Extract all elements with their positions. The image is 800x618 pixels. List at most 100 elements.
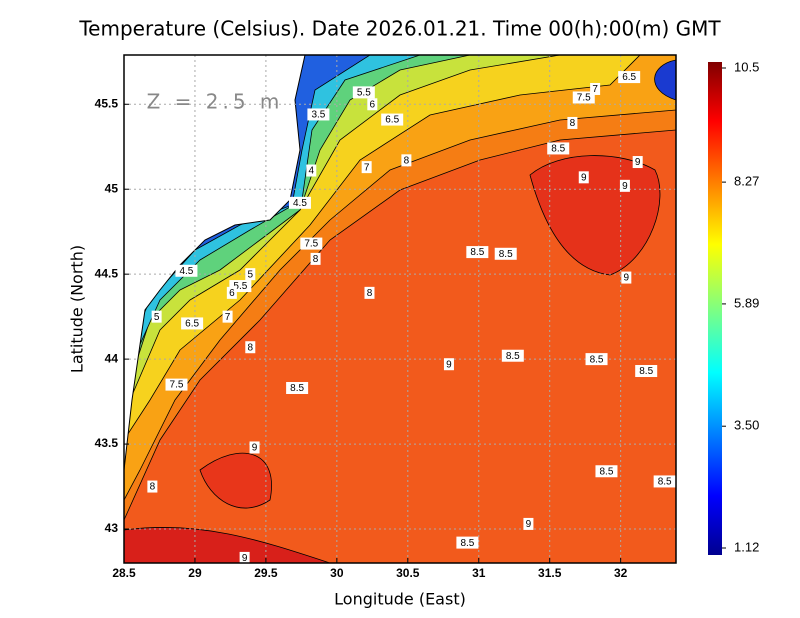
contour-label-box [501,349,524,362]
contour-label: 7.5 [170,380,184,391]
contour-label: 9 [622,181,628,192]
contour-label-box [401,154,412,167]
contour-label: 7 [364,162,370,173]
contour-label: 9 [446,359,452,370]
contour-label-box [151,310,162,323]
contour-label-box [147,480,158,493]
contour-label: 8 [248,342,254,353]
contour-label-box [352,86,375,99]
contour-label: 5 [154,312,160,323]
y-tick-label: 43.5 [95,436,119,450]
contour-label-box [590,82,601,95]
colorbar-label: 10.5 [734,59,759,74]
contour-label-box [635,365,658,378]
contour-label: 5.5 [233,281,247,292]
contour-label-box [249,441,260,454]
contour-label: 8.5 [290,383,304,394]
contour-label-box [595,465,618,478]
contour-label: 6.5 [622,72,636,83]
contour-label-box [632,156,643,169]
x-tick-label: 29 [188,566,202,580]
x-tick-label: 31.5 [538,566,562,580]
contour-label-box [466,246,489,259]
depth-annotation: Z = 2.5 m [147,90,284,114]
contour-label: 4.5 [179,266,193,277]
contour-label: 9 [252,443,258,454]
contour-label-box [572,91,595,104]
contour-label: 7 [592,84,598,95]
contour-label: 7.5 [304,239,318,250]
contour-label-box [361,161,372,174]
contour-label: 6 [370,99,376,110]
contour-label: 8 [367,288,373,299]
contour-label-box [547,142,570,155]
contour-label-box [618,71,641,84]
contour-label-box [578,171,589,184]
y-tick-label: 44.5 [95,266,119,280]
contour-label: 9 [624,273,630,284]
contour-label: 7.5 [577,93,591,104]
contour-label-box [619,179,630,192]
contour-label: 8.5 [499,249,513,260]
colorbar [708,62,722,555]
land [124,55,306,471]
contour-label: 5.5 [357,88,371,99]
contour-label: 8 [570,118,576,129]
x-axis-label: Longitude (East) [334,590,466,609]
contour-label-box [288,196,311,209]
warm-core [124,526,331,563]
contour-label-box [367,98,378,111]
contour-label-box [245,341,256,354]
contour-label: 3.5 [311,110,325,121]
contour-label: 8.5 [460,538,474,549]
contour-label-box [443,358,454,371]
contour-label: 6 [229,288,235,299]
colorbar-label: 1.12 [734,539,759,554]
x-tick-label: 31 [472,566,486,580]
x-tick-label: 28.5 [112,566,136,580]
plot-frame [123,54,677,564]
contour-label: 8.5 [551,144,565,155]
contour-label: 8.5 [600,466,614,477]
contour-label: 5 [248,269,254,280]
contour-label: 8 [313,254,319,265]
grid [123,55,676,563]
contour-label-box [523,517,534,530]
contour-label: 7 [225,312,231,323]
contour-label-box [300,237,323,250]
contour-label-box [245,268,256,281]
contour-label-box [306,164,317,177]
contour-label-box [494,247,517,260]
contour-label-box [381,113,404,126]
contour-label-box [222,310,233,323]
y-axis-label: Latitude (North) [68,245,87,373]
contour-label: 8.5 [506,351,520,362]
contour-label-box [585,353,608,366]
contour-label-box [165,378,188,391]
contour-label: 6.5 [385,115,399,126]
contour-label: 8 [150,482,156,493]
contour-label-box [653,475,676,488]
contour-label-box [226,286,237,299]
contour-label: 8.5 [639,366,653,377]
contour-label: 8.5 [590,354,604,365]
contour-label: 4 [309,166,315,177]
y-tick-label: 45.5 [95,96,119,110]
colorbar-label: 5.89 [734,295,759,310]
contour-label-box [239,551,250,564]
cold-core [654,59,676,101]
x-tick-label: 30.5 [396,566,420,580]
contour-label-box [181,317,204,330]
contour-label-box [567,116,578,129]
colorbar-label: 8.27 [734,174,759,189]
contour-label: 9 [526,519,532,530]
contour-label-box [364,286,375,299]
contour-label-box [307,108,330,121]
contour-label: 8.5 [470,247,484,258]
contour-label-box [310,252,321,265]
x-tick-label: 29.5 [254,566,278,580]
x-tick-label: 32 [614,566,628,580]
contour-label-box [621,271,632,284]
